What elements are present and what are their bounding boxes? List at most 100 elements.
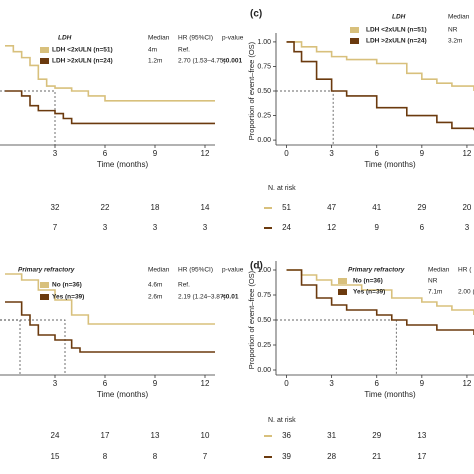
y-tick-label: 0.75 [257,63,271,70]
survival-curve [5,273,215,325]
legend-column: HR ( [458,267,472,274]
y-axis-label: Proportion of event–free (OS) [247,41,256,140]
risk-count: 36 [282,431,291,440]
risk-count: 3 [465,223,470,232]
legend-swatch [338,278,347,284]
median-line [0,319,21,375]
panel-label: (c) [250,9,262,20]
x-axis-label: Time (months) [97,160,149,169]
legend-median: 3.2m [448,38,462,45]
median-line [0,90,56,145]
survival-curve [5,45,215,102]
legend-label: LDH <2xULN (n=51) [366,27,427,34]
legend-column: p-value [222,35,244,42]
x-tick-label: 9 [420,379,425,388]
legend-title: LDH [392,14,406,21]
risk-count: 22 [101,203,110,212]
risk-count: 29 [417,203,426,212]
legend-title: Primary refractory [348,267,405,274]
risk-count: 9 [375,223,380,232]
legend-label: LDH >2xULN (n=24) [366,38,427,45]
risk-count: 29 [372,431,381,440]
risk-count: 10 [201,431,210,440]
risk-count: 13 [417,431,426,440]
legend-swatch [40,282,49,288]
x-tick-label: 12 [201,149,210,158]
risk-count: 7 [53,223,58,232]
risk-count: 3 [203,223,208,232]
risk-title: N. at risk [268,185,296,192]
survival-curve [286,41,474,91]
risk-count: 15 [51,452,60,461]
risk-count: 3 [103,223,108,232]
y-tick-label: 0.00 [257,137,271,144]
legend-label: Yes (n=39) [52,294,84,301]
legend-p: <0.001 [222,58,242,65]
y-tick-label: 1.00 [257,39,271,46]
x-tick-label: 3 [329,149,334,158]
survival-curve [286,269,474,335]
x-tick-label: 12 [201,379,210,388]
risk-count: 8 [103,452,108,461]
y-tick-label: 0.00 [257,367,271,374]
survival-curve [5,301,215,353]
legend-label: No (n=36) [353,278,383,285]
survival-curve [5,90,215,125]
x-tick-label: 3 [53,379,58,388]
legend-hr: 2.19 (1.24–3.87) [178,294,226,301]
legend-column: Median [148,267,170,274]
x-tick-label: 6 [375,379,380,388]
median-line [0,319,66,375]
x-axis-label: Time (months) [364,390,416,399]
legend-hr: Ref. [178,47,190,54]
legend-median: 4m [148,47,157,54]
legend-median: 2.6m [148,294,162,301]
risk-count: 3 [153,223,158,232]
legend-column: Median [428,267,450,274]
y-tick-label: 0.75 [257,292,271,299]
median-line [276,319,397,375]
legend-hr: 2.00 ( [458,289,474,296]
legend-column: HR (95%CI) [178,35,213,42]
legend-column: HR (95%CI) [178,267,213,274]
legend-swatch [350,38,359,44]
legend-swatch [338,289,347,295]
x-tick-label: 12 [462,149,471,158]
x-tick-label: 9 [420,149,425,158]
survival-curve [286,269,474,315]
risk-title: N. at risk [268,417,296,424]
y-tick-label: 0.25 [257,112,271,119]
risk-count: 6 [420,223,425,232]
y-tick-label: 0.25 [257,342,271,349]
legend-swatch [40,294,49,300]
x-tick-label: 3 [329,379,334,388]
risk-count: 39 [282,452,291,461]
risk-count: 17 [417,452,426,461]
risk-count: 13 [151,431,160,440]
risk-count: 20 [462,203,471,212]
x-tick-label: 0 [284,379,289,388]
risk-count: 7 [203,452,208,461]
legend-median: NR [428,278,438,285]
risk-count: 41 [372,203,381,212]
y-tick-label: 0.50 [257,88,271,95]
x-tick-label: 6 [103,379,108,388]
legend-label: LDH <2xULN (n=51) [52,47,113,54]
x-tick-label: 6 [103,149,108,158]
x-tick-label: 3 [53,149,58,158]
y-tick-label: 0.50 [257,317,271,324]
x-axis-label: Time (months) [364,160,416,169]
x-tick-label: 0 [284,149,289,158]
risk-count: 47 [327,203,336,212]
risk-count: 28 [327,452,336,461]
legend-label: No (n=36) [52,282,82,289]
median-line [276,90,334,145]
legend-title: Primary refractory [18,267,75,274]
x-tick-label: 12 [462,379,471,388]
x-axis-label: Time (months) [97,390,149,399]
x-tick-label: 9 [153,379,158,388]
y-axis-label: Proportion of event–free (OS) [247,270,256,369]
legend-hr: Ref. [178,282,190,289]
legend-label: LDH >2xULN (n=24) [52,58,113,65]
